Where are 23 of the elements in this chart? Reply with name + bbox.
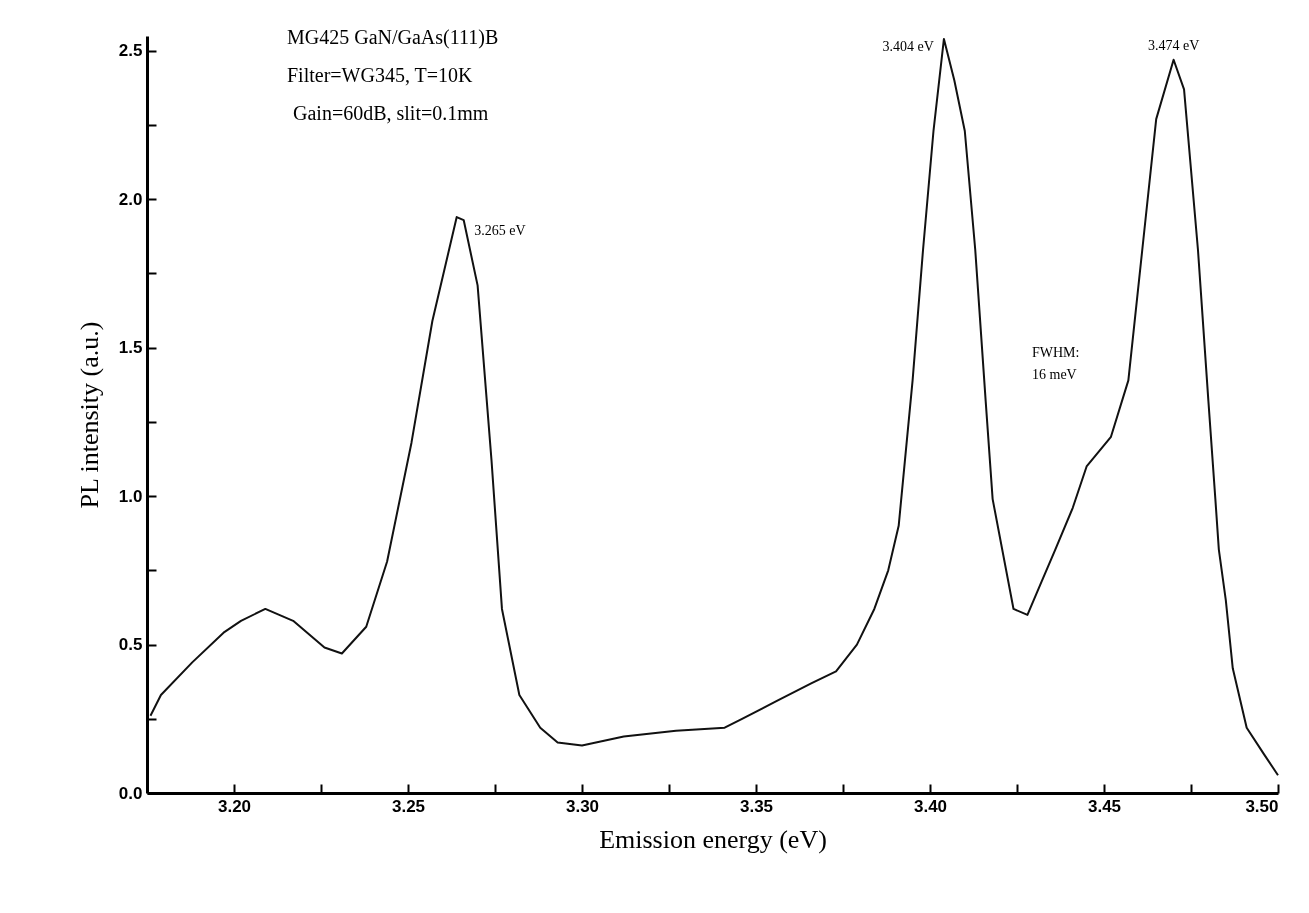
x-tick-label: 3.40: [913, 796, 948, 816]
y-tick-label: 1.5: [118, 338, 143, 358]
x-tick-label: 3.45: [1087, 796, 1122, 816]
y-tick-label: 0.5: [118, 635, 143, 655]
annotation: 3.404 eV: [882, 38, 934, 54]
annotation: Filter=WG345, T=10K: [287, 64, 474, 86]
y-tick-label: 0.0: [118, 783, 143, 803]
annotation: MG425 GaN/GaAs(111)B: [287, 26, 499, 49]
annotation: FWHM:: [1032, 345, 1080, 360]
y-tick-label: 2.5: [118, 41, 143, 61]
y-tick-label: 2.0: [118, 189, 143, 209]
annotation: 3.474 eV: [1147, 37, 1200, 53]
x-tick-label: 3.30: [565, 796, 600, 816]
annotation: Gain=60dB, slit=0.1mm: [293, 102, 489, 124]
x-tick-label: 3.25: [391, 796, 426, 816]
x-axis-title: Emission energy (eV): [599, 824, 827, 854]
y-axis-title: PL intensity (a.u.): [74, 321, 104, 509]
y-tick-label: 1.0: [118, 486, 143, 506]
annotation: 3.265 eV: [474, 223, 526, 239]
annotation: 16 meV: [1032, 367, 1077, 382]
x-tick-label: 3.50: [1245, 796, 1279, 816]
x-tick-label: 3.20: [217, 796, 252, 816]
x-tick-label: 3.35: [739, 796, 774, 816]
